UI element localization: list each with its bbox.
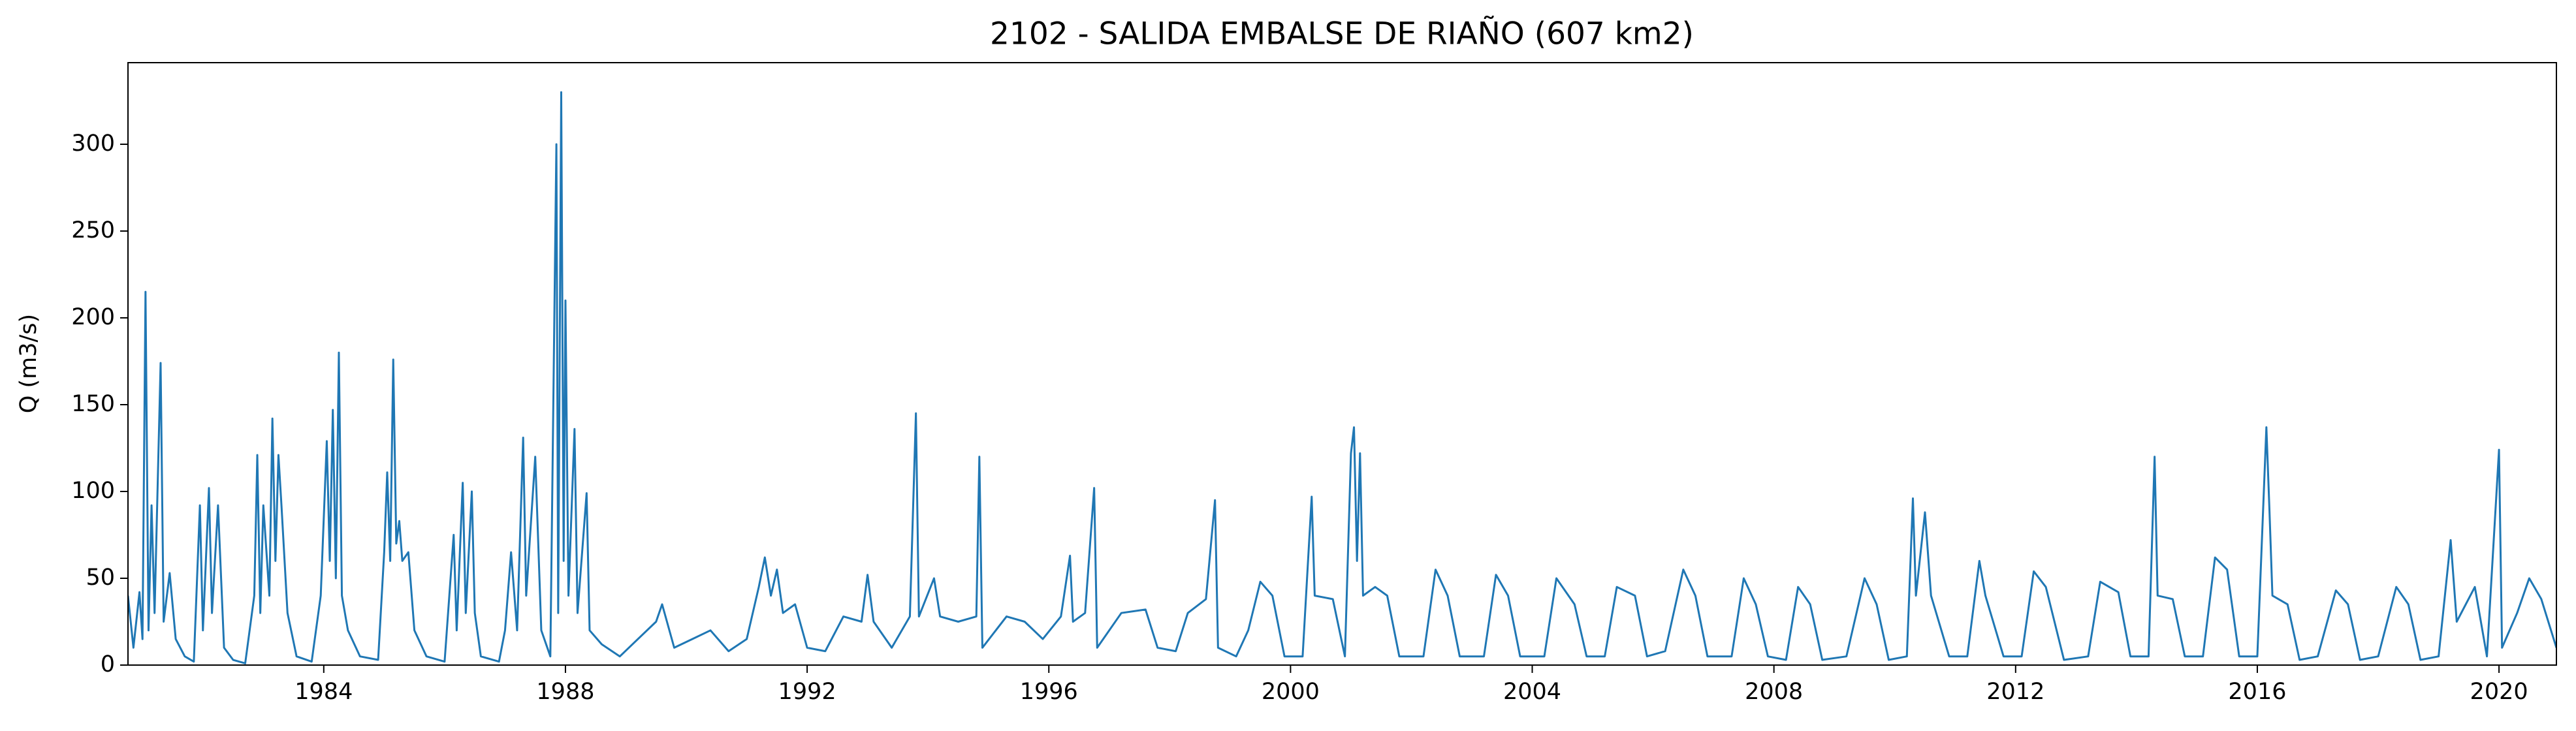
y-tick-label: 300 (71, 131, 115, 157)
y-tick-label: 0 (101, 651, 115, 677)
y-tick-label: 150 (71, 391, 115, 417)
x-tick-label: 2008 (1745, 679, 1803, 705)
y-tick-label: 200 (71, 304, 115, 330)
x-tick-label: 2000 (1262, 679, 1320, 705)
y-axis-label: Q (m3/s) (16, 314, 42, 413)
x-tick-label: 2020 (2470, 679, 2528, 705)
y-tick-label: 250 (71, 217, 115, 243)
plot-frame (127, 62, 2557, 666)
x-tick-label: 1996 (1020, 679, 1078, 705)
y-tick-label: 50 (86, 565, 115, 591)
x-tick-label: 1988 (536, 679, 594, 705)
x-tick-label: 2004 (1503, 679, 1561, 705)
y-tick-label: 100 (71, 478, 115, 504)
x-tick-label: 2016 (2228, 679, 2286, 705)
chart-title: 2102 - SALIDA EMBALSE DE RIAÑO (607 km2) (990, 16, 1694, 52)
x-tick-label: 2012 (1986, 679, 2044, 705)
x-tick-label: 1992 (778, 679, 836, 705)
data-line (128, 91, 2556, 664)
x-tick-label: 1984 (294, 679, 353, 705)
